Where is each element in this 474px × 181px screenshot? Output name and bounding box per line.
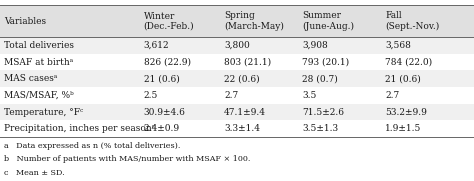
Text: Temperature, °Fᶜ: Temperature, °Fᶜ: [4, 108, 83, 117]
Text: 3,568: 3,568: [385, 41, 411, 50]
Bar: [220, 104, 299, 120]
Text: Spring
(March-May): Spring (March-May): [224, 11, 284, 31]
Bar: [382, 120, 474, 137]
Bar: [0, 120, 140, 137]
Text: Winter
(Dec.-Feb.): Winter (Dec.-Feb.): [144, 12, 194, 31]
Text: 22 (0.6): 22 (0.6): [224, 74, 260, 83]
Text: 21 (0.6): 21 (0.6): [144, 74, 179, 83]
Text: 3.5: 3.5: [302, 91, 317, 100]
Text: b   Number of patients with MAS/number with MSAF × 100.: b Number of patients with MAS/number wit…: [4, 155, 250, 163]
Bar: [140, 120, 220, 137]
Bar: [382, 104, 474, 120]
Bar: [220, 87, 299, 104]
Bar: [140, 87, 220, 104]
Text: Variables: Variables: [4, 17, 46, 26]
Bar: [220, 5, 299, 37]
Bar: [0, 104, 140, 120]
Bar: [220, 70, 299, 87]
Text: 71.5±2.6: 71.5±2.6: [302, 108, 345, 117]
Text: 21 (0.6): 21 (0.6): [385, 74, 421, 83]
Text: 30.9±4.6: 30.9±4.6: [144, 108, 185, 117]
Text: 3,612: 3,612: [144, 41, 169, 50]
Bar: [140, 54, 220, 70]
Bar: [0, 5, 140, 37]
Text: 28 (0.7): 28 (0.7): [302, 74, 338, 83]
Bar: [382, 54, 474, 70]
Text: 793 (20.1): 793 (20.1): [302, 58, 349, 67]
Text: 2.4±0.9: 2.4±0.9: [144, 124, 180, 133]
Bar: [299, 5, 382, 37]
Bar: [140, 37, 220, 54]
Text: 826 (22.9): 826 (22.9): [144, 58, 191, 67]
Text: 3.3±1.4: 3.3±1.4: [224, 124, 260, 133]
Text: Precipitation, inches per seasonᶜ: Precipitation, inches per seasonᶜ: [4, 124, 155, 133]
Bar: [299, 120, 382, 137]
Bar: [382, 37, 474, 54]
Bar: [0, 70, 140, 87]
Bar: [220, 37, 299, 54]
Text: 2.7: 2.7: [224, 91, 238, 100]
Bar: [299, 87, 382, 104]
Text: 53.2±9.9: 53.2±9.9: [385, 108, 427, 117]
Bar: [382, 5, 474, 37]
Text: Fall
(Sept.-Nov.): Fall (Sept.-Nov.): [385, 11, 439, 31]
Text: MSAF at birthᵃ: MSAF at birthᵃ: [4, 58, 73, 67]
Bar: [299, 54, 382, 70]
Text: 3,908: 3,908: [302, 41, 328, 50]
Bar: [299, 104, 382, 120]
Bar: [220, 120, 299, 137]
Text: 1.9±1.5: 1.9±1.5: [385, 124, 422, 133]
Text: 47.1±9.4: 47.1±9.4: [224, 108, 266, 117]
Bar: [140, 5, 220, 37]
Text: MAS casesᵃ: MAS casesᵃ: [4, 74, 57, 83]
Text: Total deliveries: Total deliveries: [4, 41, 74, 50]
Bar: [299, 37, 382, 54]
Bar: [0, 37, 140, 54]
Bar: [140, 104, 220, 120]
Bar: [220, 54, 299, 70]
Text: 3.5±1.3: 3.5±1.3: [302, 124, 338, 133]
Text: 2.5: 2.5: [144, 91, 158, 100]
Text: MAS/MSAF, %ᵇ: MAS/MSAF, %ᵇ: [4, 91, 73, 100]
Bar: [299, 70, 382, 87]
Text: 2.7: 2.7: [385, 91, 400, 100]
Text: Summer
(June-Aug.): Summer (June-Aug.): [302, 11, 355, 31]
Text: 3,800: 3,800: [224, 41, 250, 50]
Text: c   Mean ± SD.: c Mean ± SD.: [4, 169, 64, 177]
Bar: [140, 70, 220, 87]
Text: 803 (21.1): 803 (21.1): [224, 58, 271, 67]
Text: 784 (22.0): 784 (22.0): [385, 58, 432, 67]
Bar: [0, 54, 140, 70]
Text: a   Data expressed as n (% total deliveries).: a Data expressed as n (% total deliverie…: [4, 142, 180, 150]
Bar: [382, 70, 474, 87]
Bar: [382, 87, 474, 104]
Bar: [0, 87, 140, 104]
